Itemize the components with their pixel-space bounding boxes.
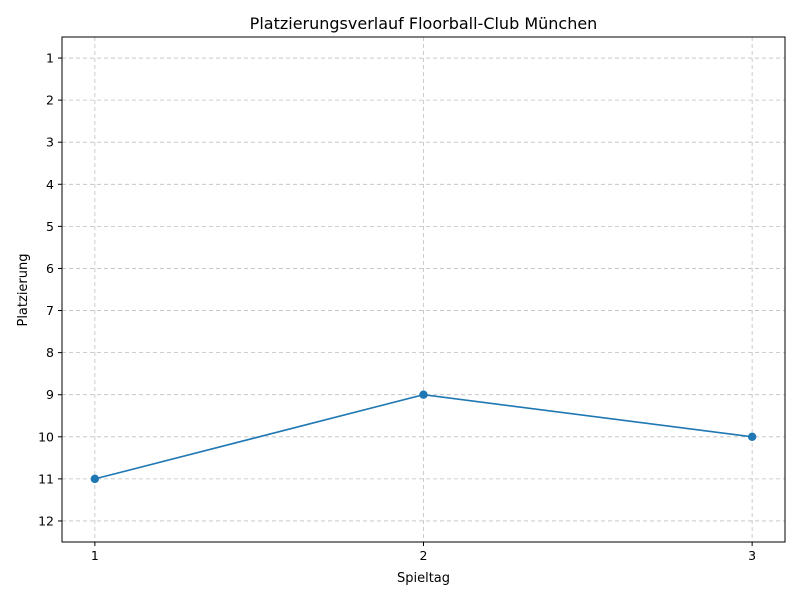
x-tick-label: 1	[91, 548, 99, 563]
y-tick-label: 2	[46, 93, 54, 108]
y-tick-label: 1	[46, 51, 54, 66]
y-tick-label: 3	[46, 135, 54, 150]
y-tick-label: 9	[46, 387, 54, 402]
y-tick-label: 10	[38, 429, 54, 444]
x-tick-label: 2	[420, 548, 428, 563]
x-tick-label: 3	[748, 548, 756, 563]
series-layer	[90, 390, 757, 484]
grid-lines	[62, 37, 785, 542]
y-tick-label: 7	[46, 303, 54, 318]
chart-title: Platzierungsverlauf Floorball-Club Münch…	[250, 14, 598, 33]
data-point	[90, 474, 100, 484]
y-axis-label: Platzierung	[16, 253, 31, 326]
y-tick-label: 4	[46, 177, 54, 192]
y-tick-label: 8	[46, 345, 54, 360]
x-axis-label: Spieltag	[397, 571, 450, 586]
data-point	[419, 390, 428, 399]
y-tick-label: 11	[38, 471, 54, 486]
y-tick-label: 5	[46, 219, 54, 234]
data-point	[747, 432, 757, 441]
y-tick-label: 12	[38, 513, 54, 528]
y-tick-label: 6	[46, 261, 54, 276]
